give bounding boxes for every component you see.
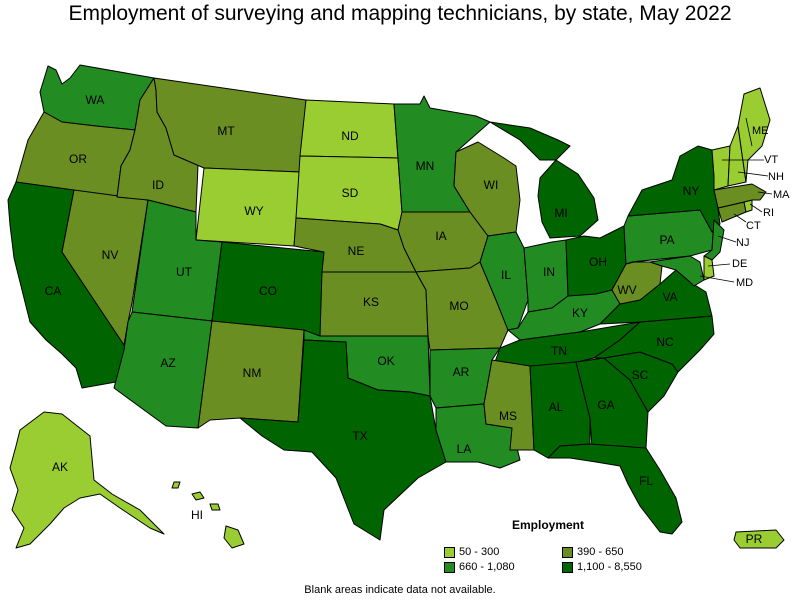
label-MA: MA bbox=[773, 189, 790, 201]
label-OR: OR bbox=[69, 152, 87, 166]
state-ME[interactable] bbox=[737, 87, 771, 183]
label-IA: IA bbox=[435, 229, 446, 243]
label-RI: RI bbox=[763, 207, 774, 219]
state-MO[interactable] bbox=[415, 261, 509, 351]
legend-item-1: 390 - 650 bbox=[562, 546, 623, 558]
legend-label-2: 660 - 1,080 bbox=[459, 561, 515, 573]
label-UT: UT bbox=[176, 265, 193, 279]
label-AZ: AZ bbox=[160, 356, 175, 370]
state-FL[interactable] bbox=[547, 443, 683, 535]
state-TX[interactable] bbox=[239, 339, 447, 541]
label-WV: WV bbox=[617, 283, 636, 297]
label-FL: FL bbox=[639, 474, 653, 488]
label-WI: WI bbox=[484, 178, 499, 192]
label-IL: IL bbox=[501, 268, 511, 282]
label-AL: AL bbox=[549, 400, 564, 414]
state-MA[interactable] bbox=[713, 183, 767, 209]
legend-label-0: 50 - 300 bbox=[459, 546, 500, 558]
label-KY: KY bbox=[572, 306, 588, 320]
legend-item-0: 50 - 300 bbox=[444, 546, 499, 558]
label-VT: VT bbox=[764, 154, 778, 166]
label-HI: HI bbox=[191, 508, 203, 522]
state-AK[interactable] bbox=[9, 411, 165, 549]
label-NC: NC bbox=[656, 335, 674, 349]
state-DE[interactable] bbox=[703, 255, 715, 281]
label-CA: CA bbox=[45, 284, 62, 298]
label-MN: MN bbox=[416, 159, 435, 173]
state-WI[interactable] bbox=[453, 141, 521, 237]
state-HI[interactable] bbox=[171, 481, 245, 549]
label-ID: ID bbox=[152, 178, 164, 192]
label-VA: VA bbox=[662, 290, 677, 304]
legend-swatch-3 bbox=[562, 561, 573, 573]
label-NM: NM bbox=[243, 366, 262, 380]
legend-title: Employment bbox=[512, 518, 585, 532]
state-MN[interactable] bbox=[393, 95, 491, 213]
label-SD: SD bbox=[342, 186, 359, 200]
legend-swatch-2 bbox=[444, 561, 455, 573]
label-NV: NV bbox=[102, 248, 119, 262]
legend-item-3: 1,100 - 8,550 bbox=[562, 561, 642, 573]
label-WA: WA bbox=[86, 93, 105, 107]
label-KS: KS bbox=[363, 295, 379, 309]
label-PA: PA bbox=[659, 233, 674, 247]
label-CO: CO bbox=[259, 284, 277, 298]
label-NE: NE bbox=[348, 244, 365, 258]
label-LA: LA bbox=[457, 442, 472, 456]
legend-swatch-1 bbox=[562, 546, 573, 558]
label-DE: DE bbox=[732, 258, 747, 270]
label-MO: MO bbox=[449, 299, 468, 313]
label-TN: TN bbox=[551, 344, 567, 358]
state-VT[interactable] bbox=[711, 145, 731, 191]
state-NC[interactable] bbox=[593, 315, 715, 373]
label-OK: OK bbox=[377, 354, 394, 368]
map-title: Employment of surveying and mapping tech… bbox=[68, 2, 732, 25]
label-AR: AR bbox=[453, 365, 470, 379]
label-MD: MD bbox=[736, 277, 753, 289]
label-WY: WY bbox=[244, 204, 263, 218]
label-AK: AK bbox=[52, 460, 68, 474]
label-SC: SC bbox=[632, 368, 649, 382]
state-PR[interactable] bbox=[733, 529, 785, 549]
label-NJ: NJ bbox=[736, 237, 749, 249]
legend-item-2: 660 - 1,080 bbox=[444, 561, 515, 573]
label-TX: TX bbox=[352, 429, 367, 443]
label-OH: OH bbox=[589, 255, 607, 269]
label-ND: ND bbox=[341, 129, 359, 143]
label-MT: MT bbox=[217, 124, 235, 138]
legend-swatch-0 bbox=[444, 546, 455, 558]
label-MI: MI bbox=[554, 206, 567, 220]
label-MS: MS bbox=[499, 409, 517, 423]
footnote: Blank areas indicate data not available. bbox=[304, 584, 496, 596]
legend-label-3: 1,100 - 8,550 bbox=[577, 561, 642, 573]
label-CT: CT bbox=[746, 220, 761, 232]
state-MD[interactable] bbox=[649, 255, 705, 287]
label-NY: NY bbox=[683, 184, 700, 198]
label-ME: ME bbox=[752, 125, 769, 137]
label-IN: IN bbox=[543, 265, 555, 279]
label-GA: GA bbox=[597, 398, 614, 412]
legend-label-1: 390 - 650 bbox=[577, 546, 624, 558]
label-PR: PR bbox=[746, 532, 763, 546]
label-NH: NH bbox=[768, 171, 784, 183]
state-MI[interactable] bbox=[489, 121, 599, 239]
